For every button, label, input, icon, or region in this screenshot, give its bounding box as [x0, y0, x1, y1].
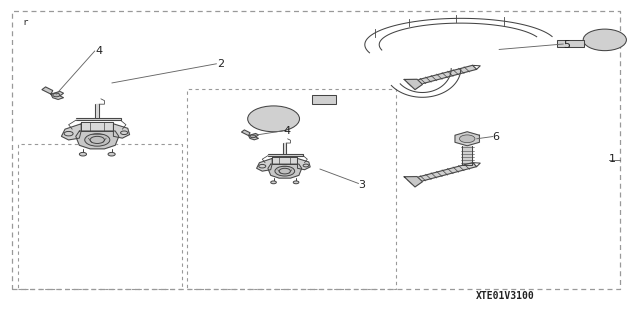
- Circle shape: [120, 131, 128, 135]
- Polygon shape: [42, 87, 52, 94]
- Polygon shape: [408, 65, 477, 86]
- FancyBboxPatch shape: [312, 95, 336, 105]
- Circle shape: [108, 152, 115, 156]
- Circle shape: [275, 166, 294, 176]
- Circle shape: [248, 106, 300, 132]
- Circle shape: [84, 134, 110, 146]
- Polygon shape: [462, 146, 472, 165]
- Polygon shape: [248, 133, 259, 140]
- Circle shape: [460, 135, 475, 143]
- Polygon shape: [298, 159, 310, 170]
- Polygon shape: [241, 130, 250, 136]
- Text: 3: 3: [358, 180, 365, 190]
- Polygon shape: [268, 164, 301, 178]
- Polygon shape: [268, 154, 303, 156]
- Text: 1: 1: [609, 154, 615, 165]
- Circle shape: [250, 135, 255, 138]
- Polygon shape: [408, 163, 477, 184]
- FancyBboxPatch shape: [557, 40, 584, 47]
- Text: 2: 2: [217, 59, 225, 69]
- Polygon shape: [76, 118, 120, 120]
- Text: 4: 4: [283, 126, 291, 136]
- Text: 6: 6: [493, 132, 499, 142]
- Polygon shape: [257, 159, 272, 171]
- Circle shape: [303, 164, 308, 167]
- Polygon shape: [455, 132, 479, 146]
- Polygon shape: [51, 92, 63, 100]
- Circle shape: [52, 93, 60, 97]
- Circle shape: [64, 131, 73, 136]
- Polygon shape: [81, 122, 113, 131]
- Polygon shape: [113, 124, 129, 138]
- Text: XTE01V3100: XTE01V3100: [476, 292, 535, 301]
- Text: 4: 4: [95, 46, 103, 56]
- Circle shape: [293, 181, 299, 184]
- Circle shape: [583, 29, 627, 51]
- Polygon shape: [76, 131, 119, 149]
- Polygon shape: [61, 124, 81, 140]
- Text: r: r: [22, 18, 28, 26]
- Circle shape: [79, 152, 86, 156]
- Polygon shape: [95, 104, 99, 118]
- Polygon shape: [284, 143, 286, 154]
- Circle shape: [259, 165, 266, 168]
- Circle shape: [271, 181, 276, 184]
- Polygon shape: [404, 177, 422, 187]
- Polygon shape: [272, 157, 298, 164]
- Polygon shape: [404, 79, 422, 90]
- Text: 5: 5: [563, 40, 570, 50]
